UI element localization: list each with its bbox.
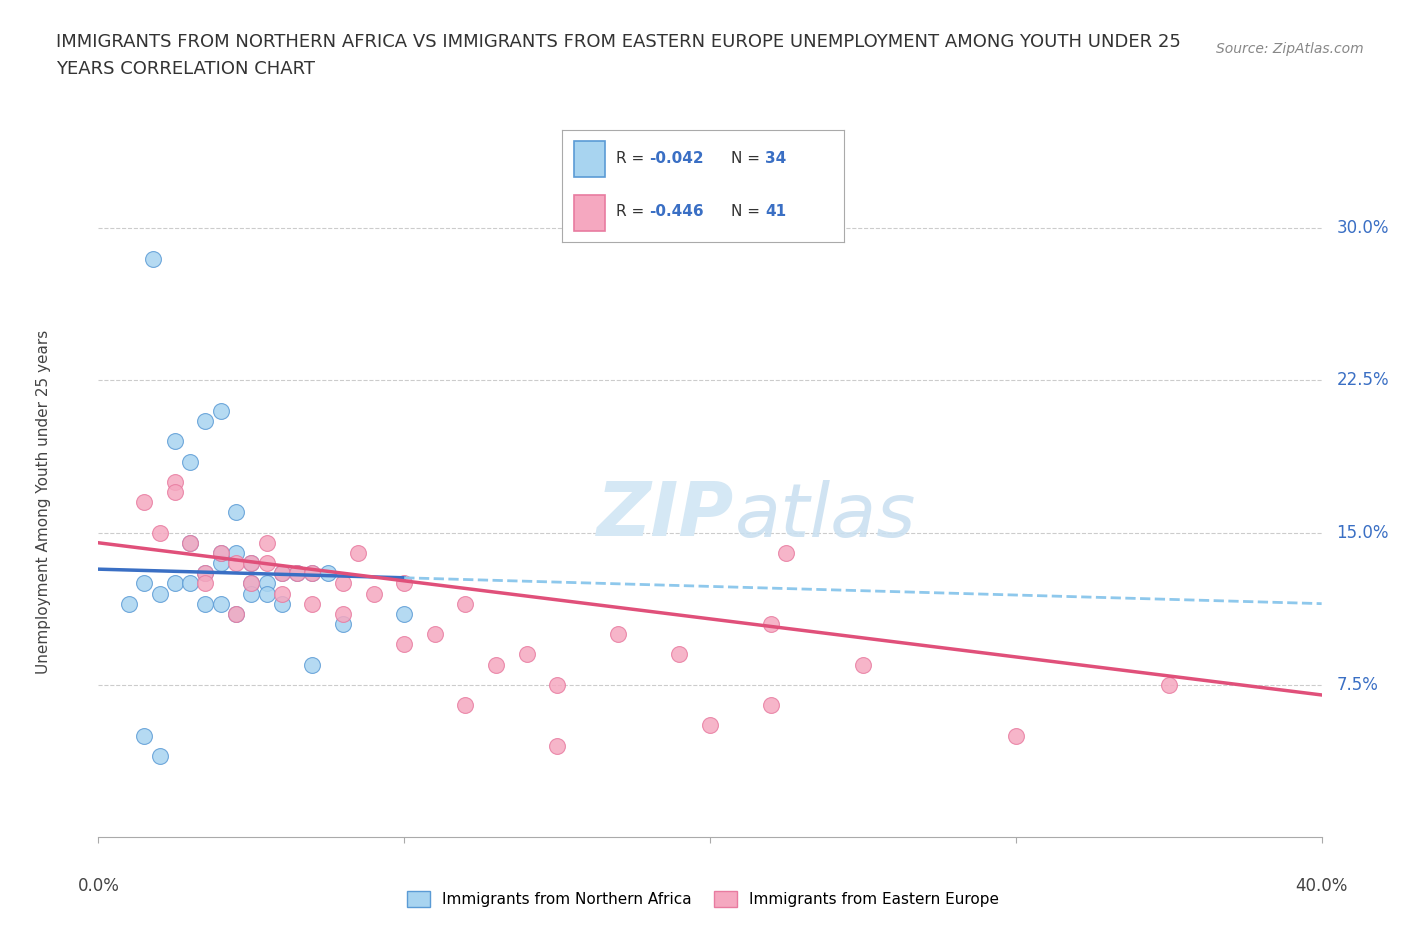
Text: R =: R =: [616, 204, 650, 219]
Text: Unemployment Among Youth under 25 years: Unemployment Among Youth under 25 years: [37, 330, 51, 674]
Point: [209, 596, 232, 611]
Point: [225, 606, 247, 621]
Point: [392, 637, 416, 652]
Text: 41: 41: [765, 204, 786, 219]
Point: [194, 596, 217, 611]
Point: [1004, 728, 1026, 743]
Point: [194, 414, 217, 429]
Point: [301, 565, 323, 580]
Point: [118, 596, 141, 611]
Text: 40.0%: 40.0%: [1295, 877, 1348, 896]
Point: [546, 738, 568, 753]
Point: [516, 647, 538, 662]
Point: [285, 565, 308, 580]
Point: [285, 565, 308, 580]
Point: [546, 677, 568, 692]
Point: [301, 565, 323, 580]
Point: [761, 698, 783, 712]
Text: N =: N =: [731, 152, 765, 166]
Point: [240, 576, 263, 591]
Text: -0.042: -0.042: [650, 152, 704, 166]
Point: [194, 576, 217, 591]
Text: 0.0%: 0.0%: [77, 877, 120, 896]
Point: [485, 658, 508, 672]
Point: [607, 627, 630, 642]
Point: [179, 454, 201, 469]
Point: [392, 576, 416, 591]
Point: [240, 586, 263, 601]
Text: 30.0%: 30.0%: [1336, 219, 1389, 237]
Point: [256, 586, 278, 601]
Point: [270, 565, 294, 580]
Point: [423, 627, 446, 642]
Text: R =: R =: [616, 152, 650, 166]
Point: [332, 576, 354, 591]
Point: [852, 658, 875, 672]
Point: [240, 555, 263, 570]
Point: [256, 576, 278, 591]
Point: [392, 606, 416, 621]
Point: [347, 546, 370, 561]
Point: [149, 525, 172, 540]
Point: [316, 565, 339, 580]
Point: [163, 434, 186, 449]
Point: [134, 728, 156, 743]
Point: [454, 698, 477, 712]
FancyBboxPatch shape: [574, 195, 605, 231]
Point: [301, 596, 323, 611]
Text: 22.5%: 22.5%: [1336, 371, 1389, 390]
Point: [256, 536, 278, 551]
Point: [149, 586, 172, 601]
FancyBboxPatch shape: [574, 141, 605, 177]
Point: [194, 565, 217, 580]
Point: [363, 586, 385, 601]
Text: -0.446: -0.446: [650, 204, 704, 219]
Point: [179, 536, 201, 551]
Point: [332, 617, 354, 631]
Point: [270, 565, 294, 580]
Point: [225, 546, 247, 561]
Point: [1157, 677, 1180, 692]
Point: [209, 555, 232, 570]
Text: YEARS CORRELATION CHART: YEARS CORRELATION CHART: [56, 60, 315, 78]
Point: [209, 546, 232, 561]
Text: IMMIGRANTS FROM NORTHERN AFRICA VS IMMIGRANTS FROM EASTERN EUROPE UNEMPLOYMENT A: IMMIGRANTS FROM NORTHERN AFRICA VS IMMIG…: [56, 33, 1181, 50]
Point: [775, 546, 797, 561]
Text: ZIP: ZIP: [598, 479, 734, 552]
Point: [761, 617, 783, 631]
Point: [332, 606, 354, 621]
Point: [209, 404, 232, 418]
Point: [134, 576, 156, 591]
Text: N =: N =: [731, 204, 765, 219]
Point: [270, 596, 294, 611]
Point: [163, 474, 186, 489]
Point: [240, 555, 263, 570]
Point: [699, 718, 721, 733]
Point: [240, 576, 263, 591]
Point: [225, 555, 247, 570]
Point: [225, 505, 247, 520]
Text: Source: ZipAtlas.com: Source: ZipAtlas.com: [1216, 42, 1364, 56]
Point: [668, 647, 690, 662]
Point: [179, 536, 201, 551]
Point: [301, 658, 323, 672]
Point: [149, 749, 172, 764]
Text: 34: 34: [765, 152, 786, 166]
Point: [194, 565, 217, 580]
Point: [209, 546, 232, 561]
Legend: Immigrants from Northern Africa, Immigrants from Eastern Europe: Immigrants from Northern Africa, Immigra…: [401, 884, 1005, 913]
Point: [270, 586, 294, 601]
Point: [142, 251, 165, 266]
Point: [179, 576, 201, 591]
Text: atlas: atlas: [734, 480, 915, 551]
Text: 7.5%: 7.5%: [1336, 676, 1378, 694]
Point: [134, 495, 156, 510]
Point: [225, 606, 247, 621]
Text: 15.0%: 15.0%: [1336, 524, 1389, 541]
Point: [256, 555, 278, 570]
Point: [163, 485, 186, 499]
Point: [454, 596, 477, 611]
Point: [163, 576, 186, 591]
